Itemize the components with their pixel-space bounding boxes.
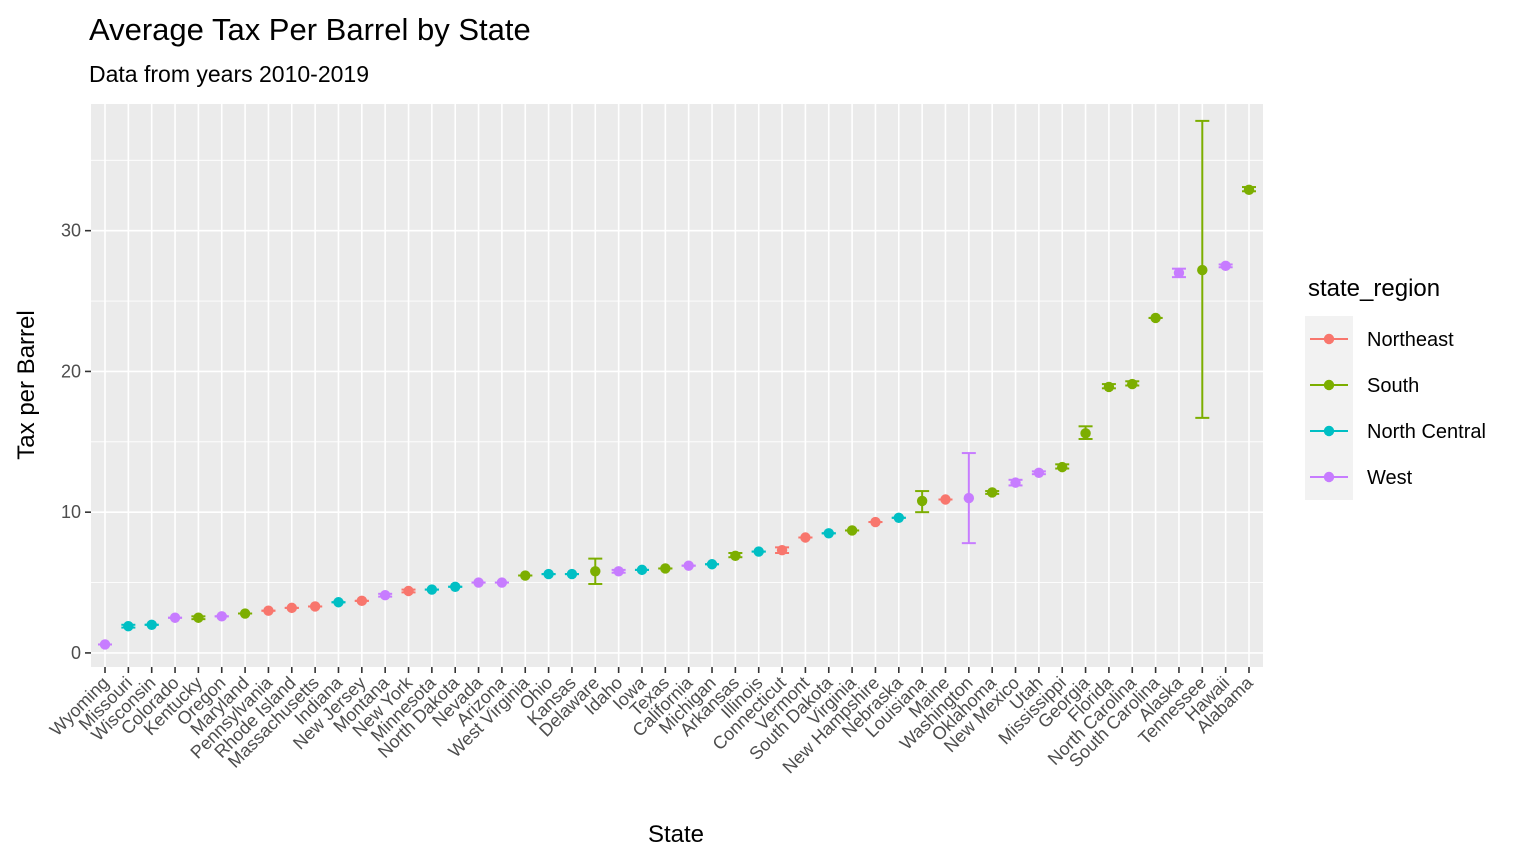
legend: state_region Northeast South North Central…: [1305, 275, 1486, 500]
data-point: [683, 560, 694, 571]
y-axis-title: Tax per Barrel: [13, 310, 40, 459]
legend-item: North Central: [1310, 421, 1486, 443]
data-point: [1033, 467, 1045, 478]
y-tick-label: 10: [61, 502, 81, 522]
legend-item: Northeast: [1310, 329, 1454, 351]
data-point: [566, 568, 578, 580]
data-point: [590, 566, 601, 577]
data-point: [239, 608, 251, 619]
data-point: [963, 492, 975, 504]
data-point: [520, 570, 531, 581]
legend-label: Northeast: [1367, 329, 1454, 351]
data-point: [1080, 428, 1091, 439]
y-tick-label: 30: [61, 221, 81, 241]
data-point: [753, 546, 764, 557]
legend-item: South: [1310, 375, 1419, 397]
legend-key-point: [1323, 471, 1335, 483]
data-point: [1150, 312, 1161, 324]
data-point: [1127, 378, 1138, 390]
data-point: [123, 620, 134, 632]
data-point: [1010, 477, 1021, 488]
legend-key-point: [1323, 379, 1335, 391]
data-point: [1220, 260, 1231, 272]
data-point: [800, 532, 811, 543]
data-point: [309, 601, 321, 612]
chart-subtitle: Data from years 2010-2019: [89, 61, 369, 87]
data-points: [99, 184, 1255, 650]
data-point: [333, 597, 344, 608]
data-point: [403, 585, 414, 597]
y-axis: 0 10 20 30: [61, 221, 91, 663]
data-point: [169, 612, 181, 623]
chart-title: Average Tax Per Barrel by State: [89, 12, 531, 47]
data-point: [660, 563, 671, 574]
legend-item: West: [1310, 467, 1413, 489]
legend-title: state_region: [1308, 275, 1440, 302]
data-point: [263, 605, 274, 616]
legend-key-point: [1323, 425, 1335, 437]
plot-panel: [91, 104, 1263, 667]
data-point: [146, 619, 157, 630]
data-point: [846, 525, 858, 536]
data-point: [1243, 184, 1255, 196]
data-point: [1197, 264, 1208, 276]
data-point: [473, 577, 484, 588]
data-point: [286, 602, 297, 614]
legend-label: North Central: [1367, 421, 1486, 443]
data-point: [870, 516, 881, 528]
legend-label: South: [1367, 375, 1419, 397]
data-point: [379, 590, 391, 601]
legend-key-point: [1323, 333, 1335, 345]
data-point: [1103, 381, 1115, 393]
data-point: [543, 568, 554, 580]
data-point: [216, 611, 227, 622]
data-point: [356, 595, 368, 607]
y-tick-label: 0: [71, 643, 81, 663]
data-point: [1057, 461, 1068, 473]
data-point: [986, 487, 998, 498]
data-point: [1173, 267, 1185, 279]
data-point: [99, 639, 111, 650]
data-point: [613, 566, 624, 577]
data-point: [636, 564, 648, 576]
data-point: [193, 612, 204, 623]
data-point: [450, 581, 461, 592]
legend-key-background: [1305, 316, 1353, 500]
data-point: [776, 544, 788, 556]
x-axis: WyomingMissouriWisconsinColoradoKentucky…: [46, 667, 1258, 777]
data-point: [706, 559, 718, 570]
y-tick-label: 20: [61, 361, 81, 381]
grid: [91, 104, 1263, 667]
data-point: [426, 584, 438, 595]
data-point: [730, 550, 741, 562]
data-point: [496, 577, 508, 588]
data-point: [940, 494, 951, 505]
legend-entries: Northeast South North Central West: [1310, 329, 1486, 489]
data-point: [893, 512, 904, 524]
data-point: [916, 495, 928, 507]
legend-label: West: [1367, 467, 1413, 489]
data-point: [823, 528, 834, 539]
x-axis-title: State: [648, 821, 704, 848]
